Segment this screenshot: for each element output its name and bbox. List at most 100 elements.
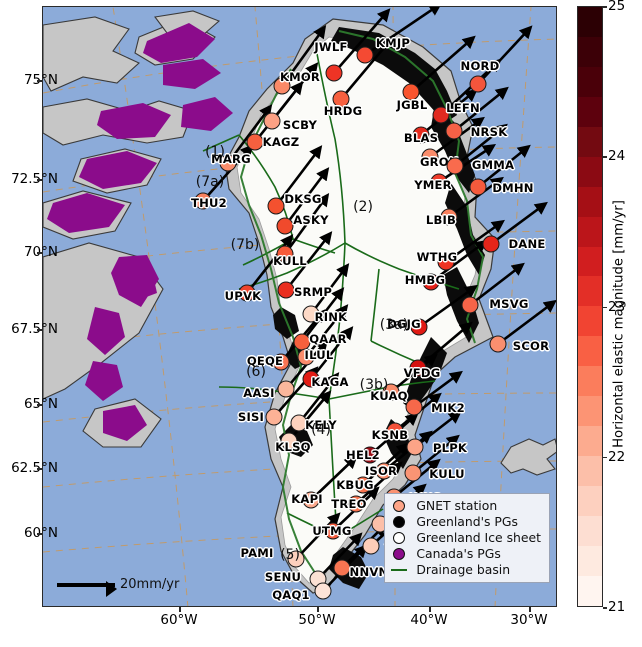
colorbar-swatch <box>578 336 602 367</box>
station-label-utmg: UTMG <box>312 524 352 538</box>
station-marker-kulu[interactable] <box>404 464 422 482</box>
station-marker-kmor[interactable] <box>273 77 291 95</box>
station-marker-mik2[interactable] <box>405 398 423 416</box>
station-label-srmp: SRMP <box>293 285 333 299</box>
station-marker-srmp[interactable] <box>277 281 295 299</box>
station-marker-jwlf[interactable] <box>325 64 343 82</box>
station-marker-grok[interactable] <box>421 148 439 166</box>
legend-item: Greenland Ice sheet <box>391 530 541 546</box>
station-marker-ilul[interactable] <box>297 348 315 366</box>
station-marker-asky[interactable] <box>276 217 294 235</box>
colorbar-swatch <box>578 426 602 457</box>
station-label-hrdg: HRDG <box>323 104 363 118</box>
displacement-vector <box>453 86 509 133</box>
station-label-kmor: KMOR <box>279 70 321 84</box>
station-marker-sisi[interactable] <box>265 408 283 426</box>
station-marker-timm[interactable] <box>362 537 380 555</box>
station-marker-msvg[interactable] <box>461 296 479 314</box>
station-marker-isor[interactable] <box>375 462 393 480</box>
displacement-vector <box>274 145 323 207</box>
x-tick-label: 60°W <box>160 612 198 628</box>
station-label-kely: KELY <box>305 418 337 432</box>
station-marker-kmjp[interactable] <box>356 46 374 64</box>
station-marker-thu2[interactable] <box>194 192 212 210</box>
displacement-vector <box>364 7 443 57</box>
station-marker-jgbl[interactable] <box>402 83 420 101</box>
colorbar-swatch <box>578 186 602 217</box>
station-marker-kbug[interactable] <box>354 476 372 494</box>
legend-dot-icon <box>391 548 407 560</box>
station-marker-vfdg[interactable] <box>409 359 427 377</box>
colorbar-swatch <box>578 126 602 157</box>
station-marker-scor[interactable] <box>489 335 507 353</box>
station-marker-qaq1[interactable] <box>314 582 332 600</box>
station-marker-gmma[interactable] <box>446 157 464 175</box>
station-marker-kuaq[interactable] <box>382 383 400 401</box>
station-label-kull: KULL <box>273 254 307 268</box>
station-marker-ksnb[interactable] <box>386 422 404 440</box>
station-marker-treo[interactable] <box>347 495 365 513</box>
colorbar-swatch <box>578 36 602 67</box>
colorbar-tick-mark <box>603 607 607 609</box>
station-marker-hrdg[interactable] <box>332 90 350 108</box>
station-label-treo: TREO <box>331 497 367 511</box>
y-tick-mark <box>37 329 42 331</box>
colorbar-swatch <box>578 7 602 37</box>
colorbar-swatch <box>578 545 602 576</box>
station-marker-blas[interactable] <box>412 126 430 144</box>
colorbar-tick-label: 21 <box>608 599 626 615</box>
station-marker-wthg[interactable] <box>437 253 455 271</box>
station-label-wthg: WTHG <box>416 250 458 264</box>
station-marker-lbib[interactable] <box>440 208 458 226</box>
station-marker-qeqe[interactable] <box>272 353 290 371</box>
station-marker-dgjg[interactable] <box>410 318 428 336</box>
station-marker-hmbg[interactable] <box>422 273 440 291</box>
station-label-klsq: KLSQ <box>275 440 311 454</box>
station-label-dksg: DKSG <box>284 192 322 206</box>
station-label-kmjp: KMJP <box>375 36 411 50</box>
x-tick-mark <box>179 607 181 612</box>
canada-landmass-layer <box>43 10 233 448</box>
station-marker-kely[interactable] <box>290 414 308 432</box>
station-marker-lefn[interactable] <box>432 106 450 124</box>
station-marker-dmhn[interactable] <box>469 178 487 196</box>
displacement-vector <box>469 262 525 307</box>
station-marker-kull[interactable] <box>276 245 294 263</box>
displacement-vector <box>333 8 391 74</box>
station-marker-nrsk[interactable] <box>445 122 463 140</box>
station-marker-dksg[interactable] <box>267 197 285 215</box>
station-marker-kaga[interactable] <box>302 370 320 388</box>
displacement-vector <box>454 123 508 168</box>
station-marker-kagz[interactable] <box>246 133 264 151</box>
station-marker-ymer[interactable] <box>430 173 448 191</box>
x-tick-label: 40°W <box>410 612 448 628</box>
legend-item-label: Canada's PGs <box>416 545 501 561</box>
station-marker-dane[interactable] <box>482 235 500 253</box>
displacement-vector <box>295 512 341 560</box>
station-marker-marg[interactable] <box>219 154 237 172</box>
legend-item: GNET station <box>391 498 541 514</box>
legend-item: Canada's PGs <box>391 546 541 562</box>
station-marker-nnvn[interactable] <box>333 559 351 577</box>
station-marker-upvk[interactable] <box>238 284 256 302</box>
station-marker-nord[interactable] <box>469 75 487 93</box>
station-marker-plpk[interactable] <box>406 438 424 456</box>
station-label-msvg: MSVG <box>489 297 529 311</box>
station-marker-utmg[interactable] <box>324 522 342 540</box>
station-marker-kapi[interactable] <box>302 491 320 509</box>
colorbar-swatch <box>578 515 602 546</box>
displacement-vector <box>410 35 476 93</box>
station-marker-klsq[interactable] <box>280 432 298 450</box>
colorbar-title: Horizontal elastic magnitude [mm/yr] <box>611 199 627 448</box>
displacement-vector <box>355 461 403 505</box>
station-marker-rink[interactable] <box>302 305 320 323</box>
map-panel[interactable]: KMJP JWLF NORD KMOR HRDG JGBL LEFN SCBY NRSK BLAS… <box>42 6 557 607</box>
legend-dot-icon <box>391 500 407 512</box>
station-marker-scby[interactable] <box>263 112 281 130</box>
scale-bar-arrow <box>57 580 117 597</box>
colorbar-swatch <box>578 156 602 187</box>
y-tick-mark <box>37 533 42 535</box>
station-marker-hel2[interactable] <box>361 446 379 464</box>
station-marker-pami[interactable] <box>287 550 305 568</box>
station-marker-aasi[interactable] <box>277 380 295 398</box>
